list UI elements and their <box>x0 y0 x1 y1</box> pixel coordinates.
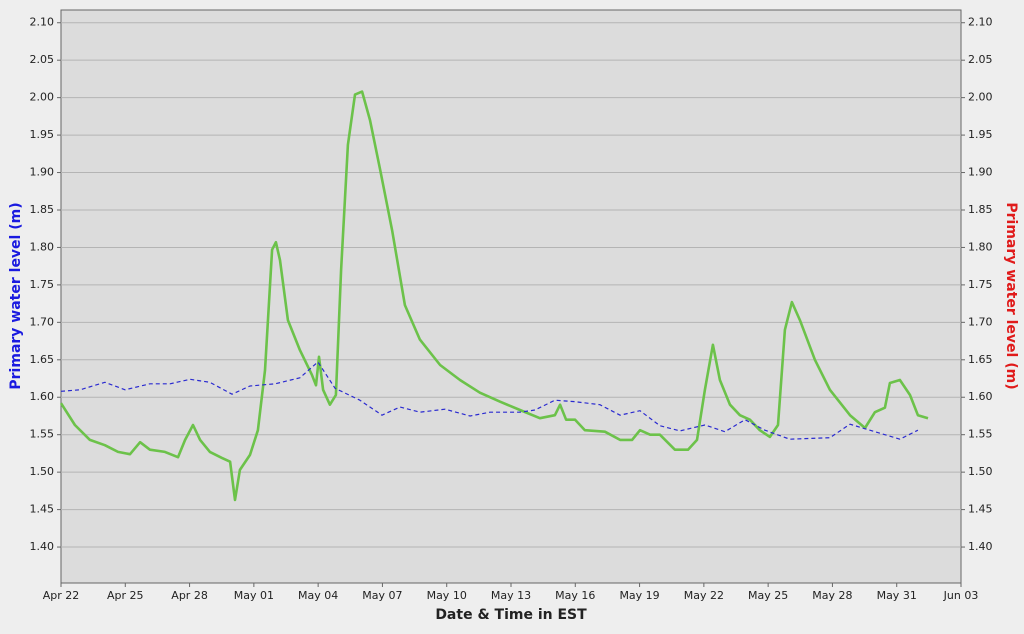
x-tick-label: May 28 <box>812 589 852 602</box>
y-tick-label: 1.40 <box>30 540 55 553</box>
x-tick-label: Jun 03 <box>943 589 979 602</box>
y2-tick-label: 1.65 <box>968 353 993 366</box>
y-tick-label: 1.70 <box>30 315 55 328</box>
y-tick-label: 1.80 <box>30 240 55 253</box>
y2-tick-label: 2.10 <box>968 16 993 29</box>
y-axis-title: Primary water level (m) <box>8 202 24 389</box>
y2-tick-label: 2.00 <box>968 91 993 104</box>
y2-tick-label: 2.05 <box>968 53 993 66</box>
y2-tick-label: 1.40 <box>968 540 993 553</box>
x-tick-label: May 07 <box>362 589 402 602</box>
x-tick-label: May 13 <box>491 589 531 602</box>
y-tick-label: 1.50 <box>30 465 55 478</box>
y-tick-label: 1.55 <box>30 428 55 441</box>
y2-axis-title: Primary water level (m) <box>1003 202 1019 389</box>
x-tick-label: Apr 22 <box>43 589 80 602</box>
y-tick-label: 1.45 <box>30 503 55 516</box>
y2-tick-label: 1.95 <box>968 128 993 141</box>
x-axis-title: Date & Time in EST <box>435 607 587 623</box>
y2-tick-label: 1.50 <box>968 465 993 478</box>
y-tick-label: 1.75 <box>30 278 55 291</box>
x-tick-label: Apr 28 <box>171 589 208 602</box>
x-tick-label: May 25 <box>748 589 788 602</box>
y2-tick-label: 1.70 <box>968 315 993 328</box>
y-tick-label: 1.95 <box>30 128 55 141</box>
series-line <box>60 361 919 440</box>
y2-tick-label: 1.80 <box>968 240 993 253</box>
y2-tick-label: 1.85 <box>968 203 993 216</box>
x-tick-label: May 01 <box>234 589 274 602</box>
y-tick-label: 2.10 <box>30 16 55 29</box>
y2-tick-label: 1.90 <box>968 166 993 179</box>
y-tick-label: 2.05 <box>30 53 55 66</box>
y2-tick-label: 1.45 <box>968 503 993 516</box>
y-tick-label: 1.60 <box>30 390 55 403</box>
x-tick-label: May 04 <box>298 589 338 602</box>
y-tick-label: 1.90 <box>30 166 55 179</box>
x-tick-label: Apr 25 <box>107 589 144 602</box>
x-tick-label: May 19 <box>619 589 659 602</box>
x-tick-label: May 31 <box>877 589 917 602</box>
x-tick-label: May 16 <box>555 589 595 602</box>
x-tick-label: May 10 <box>427 589 467 602</box>
y2-tick-label: 1.55 <box>968 428 993 441</box>
y2-tick-label: 1.75 <box>968 278 993 291</box>
plot-area <box>60 9 962 584</box>
x-tick-label: May 22 <box>684 589 724 602</box>
y-tick-label: 1.65 <box>30 353 55 366</box>
y2-tick-label: 1.60 <box>968 390 993 403</box>
y-tick-label: 1.85 <box>30 203 55 216</box>
y-tick-label: 2.00 <box>30 91 55 104</box>
series-line <box>59 90 929 502</box>
